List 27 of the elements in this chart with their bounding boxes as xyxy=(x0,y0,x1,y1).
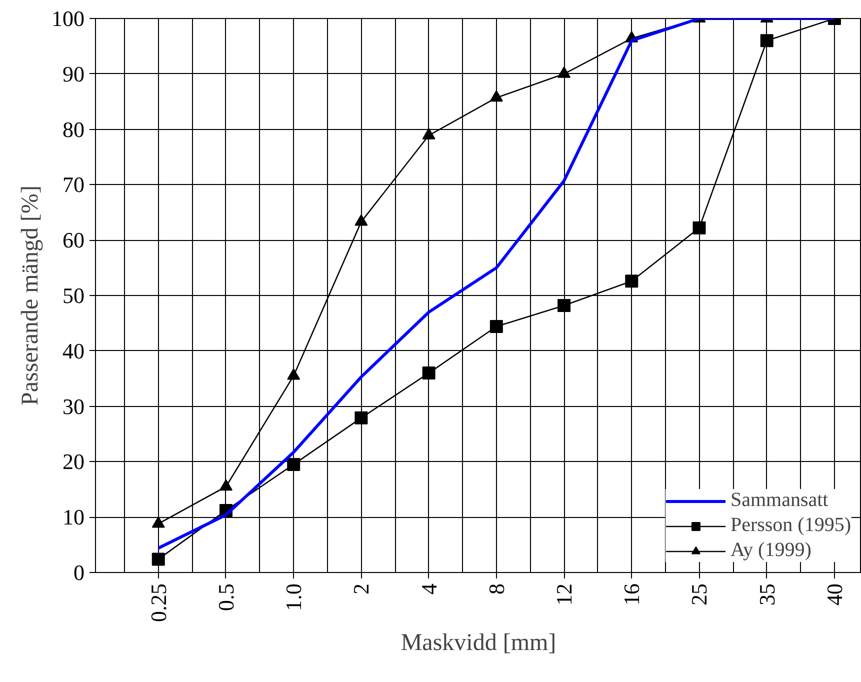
x-tick-label: 35 xyxy=(754,584,780,606)
x-tick-label: 2 xyxy=(348,584,374,594)
legend-label: Sammansatt xyxy=(730,489,828,512)
y-tick-label: 30 xyxy=(62,394,84,419)
y-tick-label: 100 xyxy=(52,6,84,31)
x-tick-label: 25 xyxy=(686,584,712,606)
x-tick-label: 4 xyxy=(416,584,442,594)
y-tick-label: 50 xyxy=(62,283,84,308)
x-tick-label: 8 xyxy=(484,584,509,594)
x-tick-label: 1.0 xyxy=(281,584,306,611)
x-tick-label: 0.5 xyxy=(213,584,238,611)
legend-label: Persson (1995) xyxy=(730,514,851,537)
y-tick-label: 60 xyxy=(62,228,84,253)
y-tick-label: 20 xyxy=(62,449,84,474)
x-tick-label: 16 xyxy=(619,584,644,606)
y-tick-label: 0 xyxy=(74,560,84,585)
x-axis-title: Maskvidd [mm] xyxy=(400,630,556,656)
y-axis-title: Passerande mängd [%] xyxy=(18,186,44,406)
y-tick-label: 40 xyxy=(62,338,84,364)
y-tick-label: 70 xyxy=(62,172,84,198)
x-tick-label: 40 xyxy=(822,584,847,606)
y-tick-label: 80 xyxy=(62,116,84,142)
x-tick-label: 12 xyxy=(552,584,577,606)
y-tick-label: 90 xyxy=(62,61,84,86)
legend-label: Ay (1999) xyxy=(730,539,812,562)
y-tick-label: 10 xyxy=(62,504,84,530)
x-tick-label: 0.25 xyxy=(146,584,171,622)
